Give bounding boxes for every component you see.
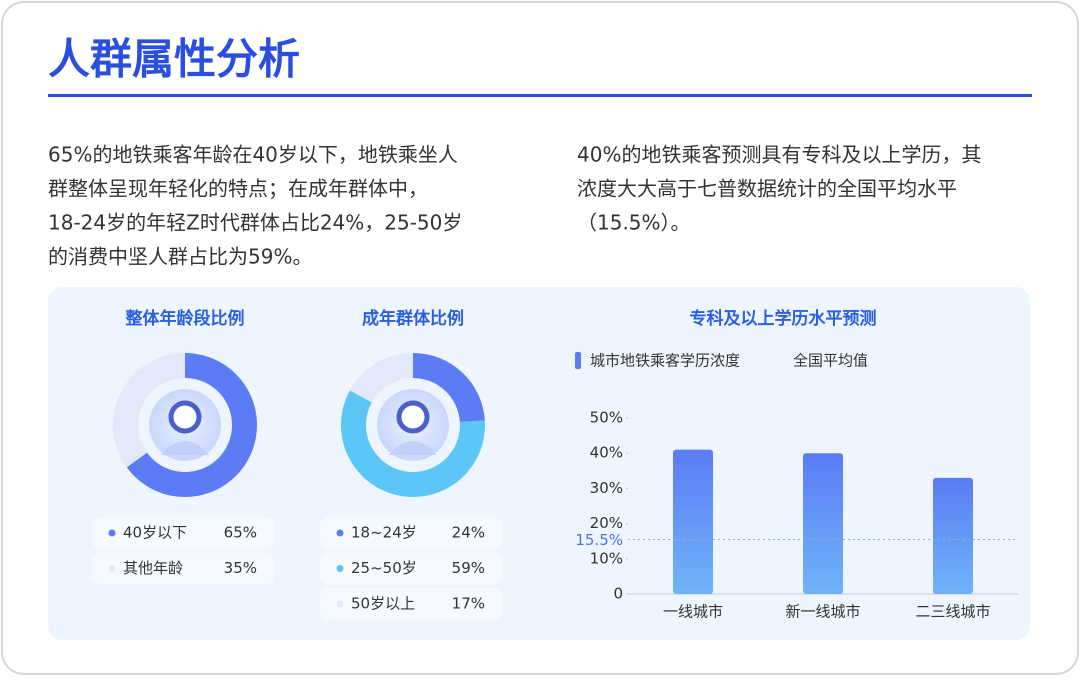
icon-head xyxy=(396,400,430,434)
x-tick-label: 二三线城市 xyxy=(915,603,990,621)
chart-title: 整体年龄段比例 xyxy=(126,308,245,329)
legend-row xyxy=(320,588,502,620)
legend-label: 其他年龄 xyxy=(123,559,183,577)
paragraph-line: 18-24岁的年轻Z时代群体占比24%，25-50岁 xyxy=(48,211,462,235)
y-tick-label: 40% xyxy=(590,444,623,462)
icon-head xyxy=(168,400,202,434)
legend-label: 18~24岁 xyxy=(351,524,417,542)
legend-label: 50岁以上 xyxy=(351,595,415,613)
panel xyxy=(48,287,1030,640)
legend-dot xyxy=(336,565,344,572)
pie-segment xyxy=(413,353,485,423)
legend-row xyxy=(92,552,274,585)
paragraph-line: 群整体呈现年轻化的特点；在成年群体中， xyxy=(48,177,428,201)
legend-dot xyxy=(336,529,344,537)
chart-title: 成年群体比例 xyxy=(362,308,464,329)
legend-swatch xyxy=(575,352,581,369)
bar xyxy=(803,453,843,594)
reference-label: 15.5% xyxy=(575,531,623,549)
x-tick-label: 一线城市 xyxy=(663,603,723,621)
legend-row xyxy=(320,517,502,549)
paragraph-line: （15.5%）。 xyxy=(577,211,691,235)
legend-row xyxy=(92,517,274,549)
y-tick-label: 0 xyxy=(613,585,623,603)
bar xyxy=(933,477,973,594)
legend-label: 全国平均值 xyxy=(793,352,868,370)
pie-segment xyxy=(126,353,257,498)
legend-dot xyxy=(336,600,344,608)
legend-row xyxy=(320,552,502,585)
paragraph-line: 浓度大大高于七普数据统计的全国平均水平 xyxy=(577,177,957,201)
y-tick-label: 50% xyxy=(590,409,623,427)
x-tick-label: 新一线城市 xyxy=(785,603,860,621)
icon-body xyxy=(389,441,437,455)
legend-value: 35% xyxy=(224,559,257,577)
legend-dot xyxy=(108,565,116,572)
paragraph-line: 40%的地铁乘客预测具有专科及以上学历，其 xyxy=(577,143,981,167)
pie-segment xyxy=(341,390,485,498)
pie-segment xyxy=(113,353,185,468)
pie-segment xyxy=(349,353,413,403)
legend-dot xyxy=(108,529,116,537)
title-rule xyxy=(48,94,1032,97)
bar xyxy=(673,449,713,594)
legend-label: 40岁以下 xyxy=(123,524,187,542)
paragraph-line: 的消费中坚人群占比为59%。 xyxy=(48,245,312,269)
chart-title: 专科及以上学历水平预测 xyxy=(690,308,877,329)
y-tick-label: 10% xyxy=(590,549,623,567)
page-title: 人群属性分析 xyxy=(48,35,300,84)
y-tick-label: 20% xyxy=(590,514,623,532)
legend-value: 17% xyxy=(452,595,485,613)
y-tick-label: 30% xyxy=(590,479,623,497)
legend-label: 25~50岁 xyxy=(351,559,417,577)
legend-label: 城市地铁乘客学历浓度 xyxy=(590,352,740,370)
legend-value: 59% xyxy=(452,559,485,577)
legend-value: 65% xyxy=(224,524,257,542)
icon-body xyxy=(161,441,209,455)
paragraph-line: 65%的地铁乘客年龄在40岁以下，地铁乘坐人 xyxy=(48,143,458,167)
legend-value: 24% xyxy=(452,524,485,542)
